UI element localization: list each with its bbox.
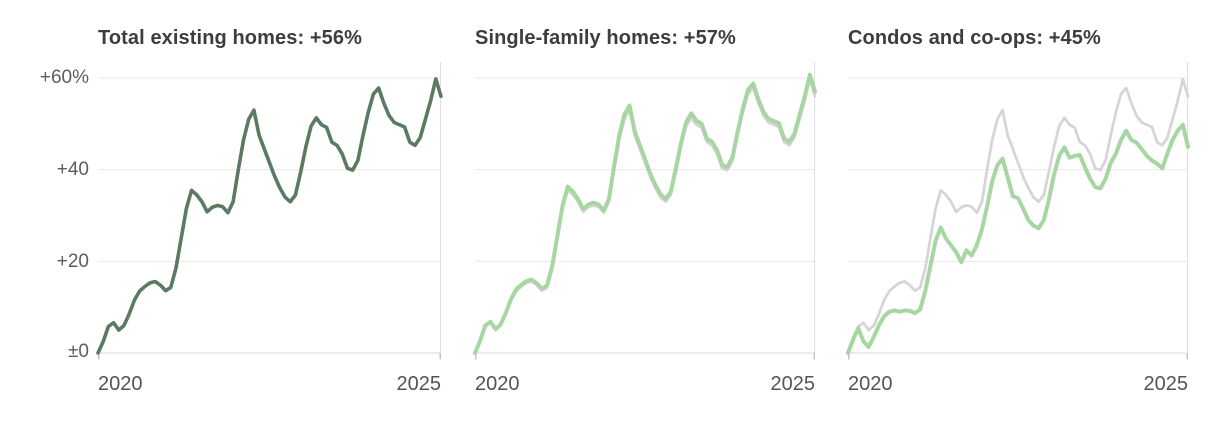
x-tick-label-2025: 2025 bbox=[1143, 373, 1189, 395]
x-tick-label-2020: 2020 bbox=[475, 373, 520, 395]
x-axis-total-existing-homes: 2020 2025 bbox=[98, 372, 441, 396]
x-tick-label-2020: 2020 bbox=[98, 373, 143, 395]
y-tick-label-40: +40 bbox=[56, 159, 89, 180]
panel-single-family-homes: Single-family homes: +57% 2020 2025 bbox=[473, 0, 817, 442]
line-chart-total-existing-homes bbox=[96, 62, 443, 360]
line-chart-single-family-homes bbox=[473, 62, 817, 360]
line-chart-condos-co-ops bbox=[846, 62, 1190, 360]
panel-title-single-family-homes: Single-family homes: +57% bbox=[475, 27, 736, 49]
x-axis-condos-co-ops: 2020 2025 bbox=[848, 372, 1188, 396]
x-tick-label-2020: 2020 bbox=[848, 373, 893, 395]
panel-title-total-existing-homes: Total existing homes: +56% bbox=[98, 27, 362, 49]
panel-condos-co-ops: Condos and co-ops: +45% 2020 2025 bbox=[846, 0, 1190, 442]
series-line-total-existing-homes-reference bbox=[473, 77, 817, 355]
y-tick-label-0: ±0 bbox=[68, 341, 89, 362]
panel-title-condos-co-ops: Condos and co-ops: +45% bbox=[848, 27, 1101, 49]
y-axis-labels: +60% +40 +20 ±0 bbox=[0, 0, 89, 442]
x-tick-label-2025: 2025 bbox=[396, 373, 442, 395]
y-tick-label-60: +60% bbox=[39, 67, 89, 88]
series-line-condos-and-co-ops bbox=[846, 122, 1190, 355]
series-line-total-existing-homes bbox=[96, 77, 443, 355]
y-tick-label-20: +20 bbox=[56, 251, 89, 272]
panel-total-existing-homes: Total existing homes: +56% 2020 2025 bbox=[96, 0, 443, 442]
series-line-single-family-homes bbox=[473, 72, 817, 355]
series-line-total-existing-homes-reference bbox=[846, 77, 1190, 355]
x-tick-label-2025: 2025 bbox=[770, 373, 816, 395]
x-axis-single-family-homes: 2020 2025 bbox=[475, 372, 815, 396]
